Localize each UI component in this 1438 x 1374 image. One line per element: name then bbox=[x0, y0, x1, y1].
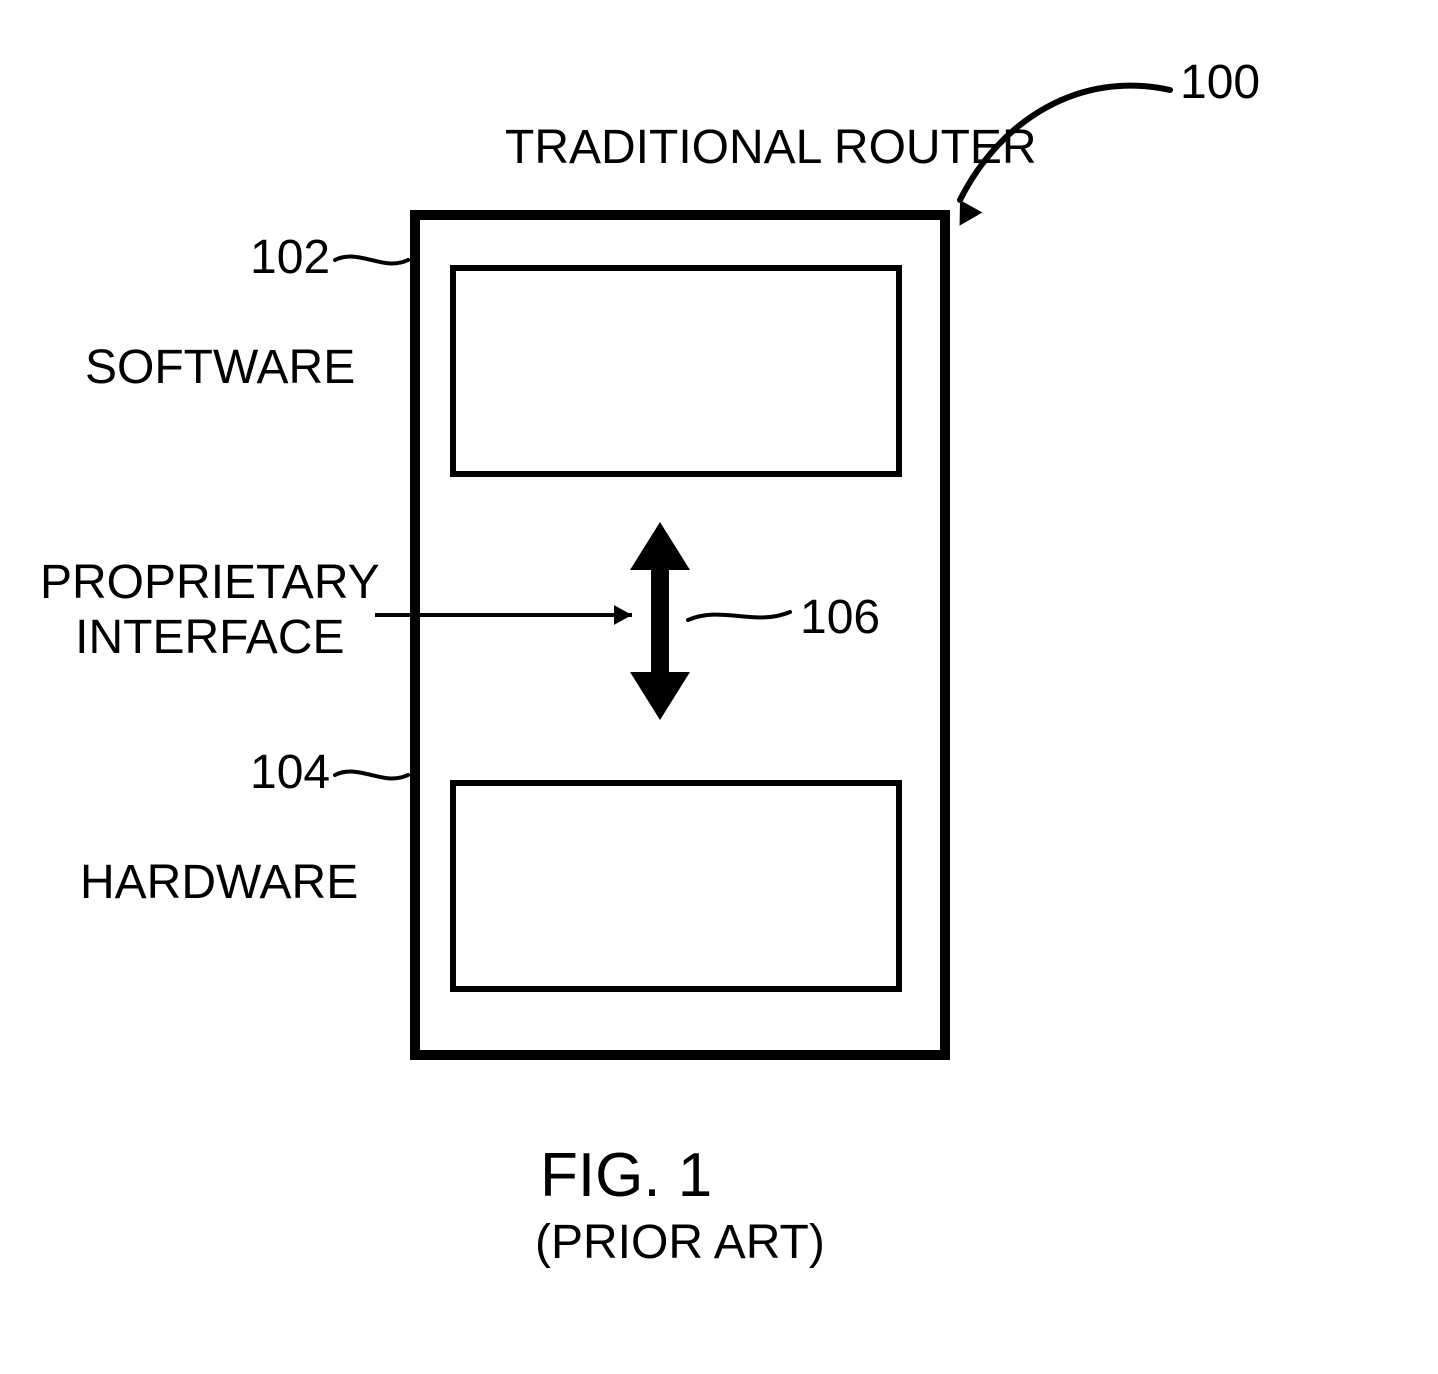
title-label: TRADITIONAL ROUTER bbox=[505, 120, 1037, 175]
proprietary-interface-label: PROPRIETARY INTERFACE bbox=[40, 555, 380, 665]
prior-art-caption: (PRIOR ART) bbox=[535, 1215, 825, 1270]
ref-106-label: 106 bbox=[800, 590, 880, 645]
bidirectional-arrow-icon bbox=[630, 522, 690, 720]
figure-caption: FIG. 1 bbox=[540, 1140, 712, 1211]
diagram-overlay bbox=[0, 0, 1438, 1374]
software-label: SOFTWARE bbox=[85, 340, 355, 395]
ref-102-squiggle bbox=[335, 257, 408, 264]
ref-104-squiggle bbox=[335, 772, 408, 779]
ref-106-squiggle bbox=[688, 612, 790, 620]
diagram-canvas: TRADITIONAL ROUTER 100 102 SOFTWARE PROP… bbox=[0, 0, 1438, 1374]
hardware-label: HARDWARE bbox=[80, 855, 358, 910]
ref-104-label: 104 bbox=[250, 745, 330, 800]
proprietary-interface-pointer bbox=[375, 605, 632, 625]
ref-102-label: 102 bbox=[250, 230, 330, 285]
ref-100-label: 100 bbox=[1180, 55, 1260, 110]
